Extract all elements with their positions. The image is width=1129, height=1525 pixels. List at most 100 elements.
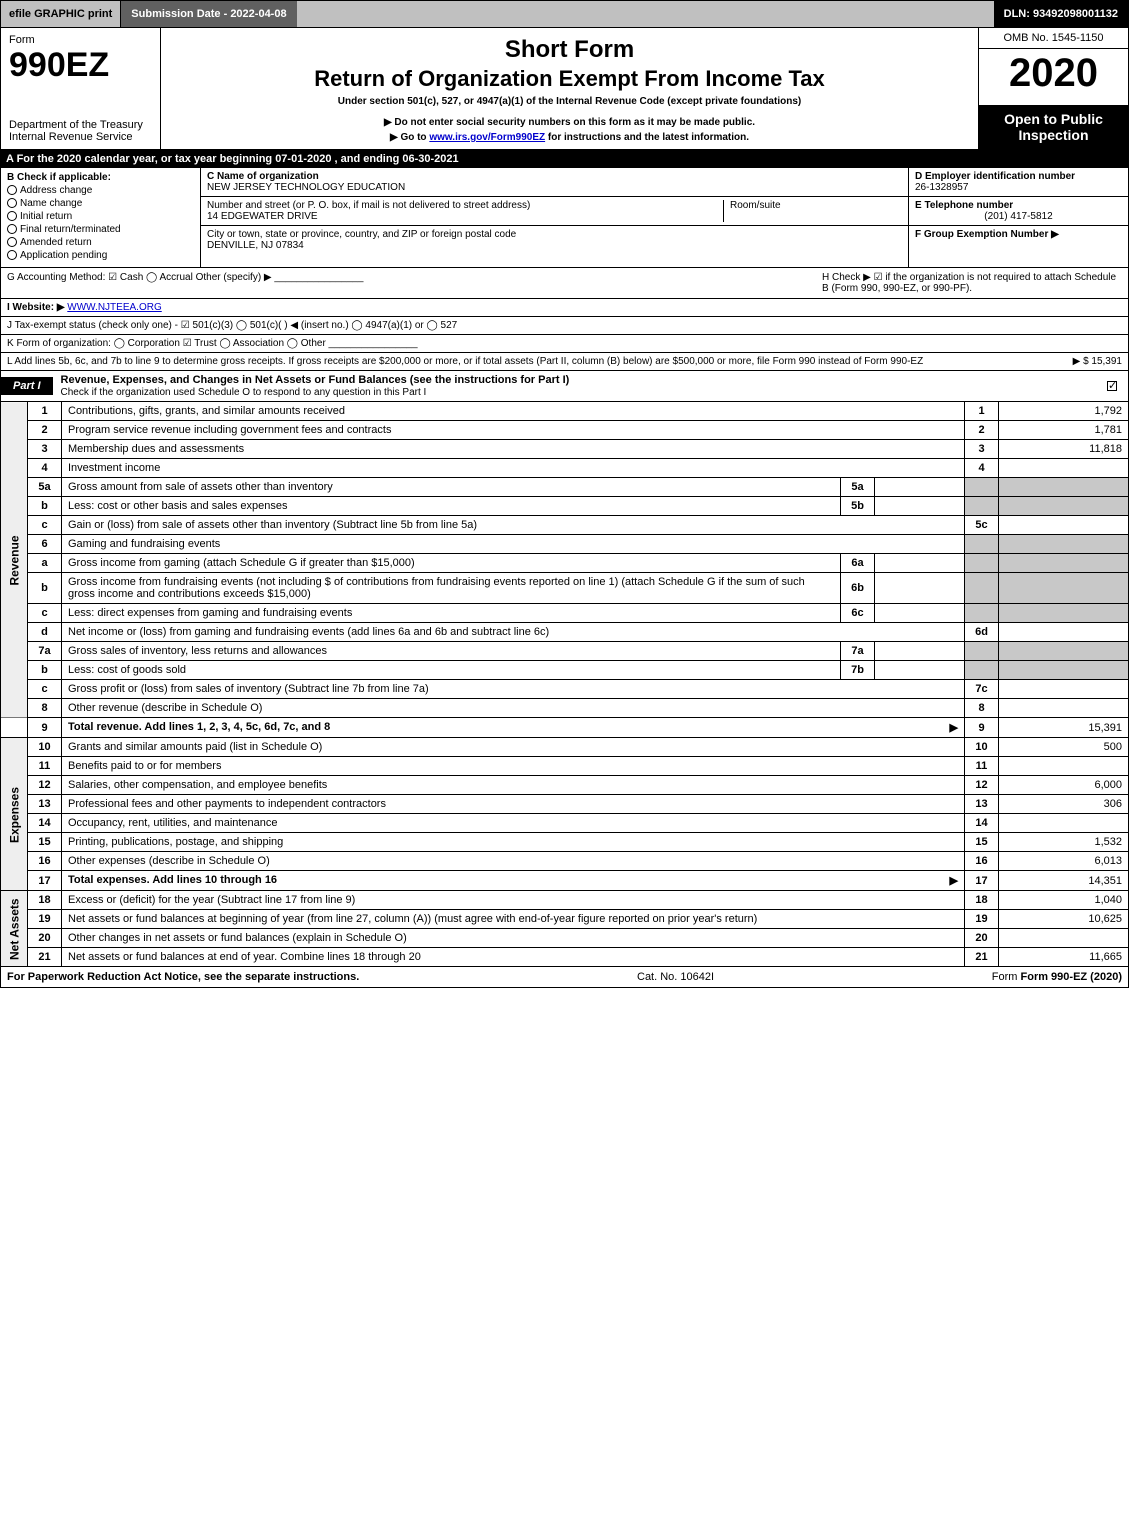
line-desc: Investment income [62,459,965,478]
sub-val [875,661,965,680]
f-label: F Group Exemption Number ▶ [915,229,1122,240]
line-val [999,814,1129,833]
part-i-title: Revenue, Expenses, and Changes in Net As… [53,371,1099,401]
sub-val [875,573,965,604]
l-gross-receipts: L Add lines 5b, 6c, and 7b to line 9 to … [0,353,1129,371]
final-return-radio[interactable] [7,224,17,234]
i-pre: I Website: ▶ [7,302,65,313]
addr-label: Number and street (or P. O. box, if mail… [207,200,723,211]
efile-print[interactable]: efile GRAPHIC print [1,1,121,27]
line-num: b [28,573,62,604]
line-rnum: 3 [965,440,999,459]
top-bar: efile GRAPHIC print Submission Date - 20… [0,0,1129,28]
website-link[interactable]: WWW.NJTEEA.ORG [67,302,161,313]
sub-val [875,497,965,516]
line-rnum: 12 [965,776,999,795]
line-num: d [28,623,62,642]
application-pending-radio[interactable] [7,250,17,260]
goto-pre: ▶ Go to [390,132,429,143]
line-desc: Printing, publications, postage, and shi… [62,833,965,852]
sub-box: 6c [841,604,875,623]
goto-line: ▶ Go to www.irs.gov/Form990EZ for instru… [169,132,970,143]
line-desc: Total expenses. Add lines 10 through 16 … [62,871,965,891]
b-item-0: Address change [20,185,92,196]
line-rnum: 5c [965,516,999,535]
initial-return-radio[interactable] [7,211,17,221]
line-rnum: 17 [965,871,999,891]
line-desc: Benefits paid to or for members [62,757,965,776]
j-tax-exempt: J Tax-exempt status (check only one) - ☑… [0,317,1129,335]
line-rnum: 6d [965,623,999,642]
line-val: 6,000 [999,776,1129,795]
line-num: b [28,661,62,680]
ein: 26-1328957 [915,182,1122,193]
line-rnum-grey [965,642,999,661]
line-val: 1,781 [999,421,1129,440]
b-item-4: Amended return [20,237,92,248]
line-val: 6,013 [999,852,1129,871]
line-num: 14 [28,814,62,833]
line-num: 13 [28,795,62,814]
line-num: c [28,680,62,699]
line-val-grey [999,573,1129,604]
sub-box: 5a [841,478,875,497]
line-num: 8 [28,699,62,718]
part-i-bar: Part I Revenue, Expenses, and Changes in… [0,371,1129,402]
line-rnum: 8 [965,699,999,718]
schedule-o-checkbox[interactable] [1107,381,1117,391]
line-num: 18 [28,891,62,910]
k-form-of-org: K Form of organization: ◯ Corporation ☑ … [0,335,1129,353]
line-val [999,623,1129,642]
arrow-icon: ▶ [950,874,958,887]
page-footer: For Paperwork Reduction Act Notice, see … [0,967,1129,988]
name-change-radio[interactable] [7,198,17,208]
line-desc: Membership dues and assessments [62,440,965,459]
b-item-3: Final return/terminated [20,224,121,235]
line-desc: Other changes in net assets or fund bala… [62,929,965,948]
dln: DLN: 93492098001132 [994,1,1128,27]
line-desc: Gross income from gaming (attach Schedul… [62,554,841,573]
c-label: C Name of organization [207,171,902,182]
line-desc: Salaries, other compensation, and employ… [62,776,965,795]
e-label: E Telephone number [915,200,1122,211]
open-to-public: Open to Public Inspection [979,105,1128,149]
line17-desc-bold: Total expenses. Add lines 10 through 16 [68,874,277,886]
line-num: 15 [28,833,62,852]
line-desc: Other revenue (describe in Schedule O) [62,699,965,718]
line-num: c [28,604,62,623]
sub-val [875,554,965,573]
b-item-1: Name change [20,198,82,209]
line-desc: Gross income from fundraising events (no… [62,573,841,604]
line-val-grey [999,604,1129,623]
line-desc: Gross profit or (loss) from sales of inv… [62,680,965,699]
submission-date: Submission Date - 2022-04-08 [121,1,296,27]
form-number: 990EZ [9,46,152,85]
expenses-side-label: Expenses [1,738,28,891]
line-rnum-grey [965,535,999,554]
amended-return-radio[interactable] [7,237,17,247]
line-rnum: 4 [965,459,999,478]
line-rnum-grey [965,478,999,497]
line-val [999,516,1129,535]
netassets-side-label: Net Assets [1,891,28,967]
main-title: Return of Organization Exempt From Incom… [169,66,970,92]
room-label: Room/suite [730,200,902,211]
entity-right: D Employer identification number 26-1328… [908,168,1128,267]
form-left: Form 990EZ Department of the Treasury In… [1,28,161,149]
entity-block: B Check if applicable: Address change Na… [0,168,1129,268]
line-num: 5a [28,478,62,497]
line-val [999,459,1129,478]
l-text: L Add lines 5b, 6c, and 7b to line 9 to … [7,356,923,367]
line-desc: Gross sales of inventory, less returns a… [62,642,841,661]
org-name: NEW JERSEY TECHNOLOGY EDUCATION [207,182,902,193]
g-h-block: G Accounting Method: ☑ Cash ◯ Accrual Ot… [0,268,1129,299]
sub-box: 5b [841,497,875,516]
b-label: B Check if applicable: [7,172,194,183]
irs-link[interactable]: www.irs.gov/Form990EZ [429,132,545,143]
line-val: 1,792 [999,402,1129,421]
line-rnum: 20 [965,929,999,948]
addr-change-radio[interactable] [7,185,17,195]
b-item-5: Application pending [20,250,107,261]
line-num: 17 [28,871,62,891]
line-rnum: 10 [965,738,999,757]
